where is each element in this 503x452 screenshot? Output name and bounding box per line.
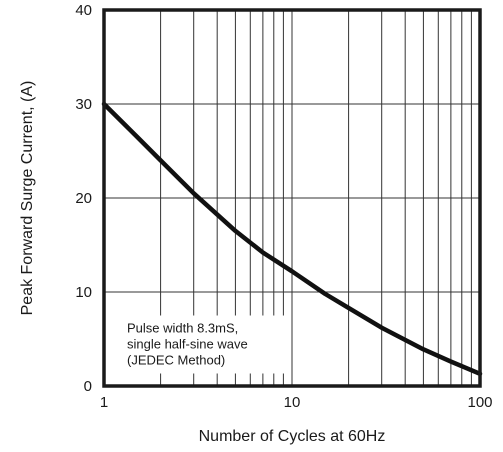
annotation-line: single half-sine wave [127, 337, 248, 352]
x-tick-label: 10 [284, 394, 301, 411]
y-axis-title: Peak Forward Surge Current, (A) [19, 81, 36, 316]
series-layer [101, 101, 483, 377]
y-tick-label: 40 [75, 2, 92, 19]
annotation-box [124, 315, 289, 374]
data-point [159, 159, 162, 162]
annotation-line: (JEDEC Method) [127, 353, 225, 368]
tick-labels: 1 10 100 0 10 20 30 40 [75, 2, 492, 411]
y-tick-label: 0 [84, 378, 92, 395]
data-point [347, 306, 350, 309]
plot-frame [102, 8, 482, 388]
x-axis-title: Number of Cycles at 60Hz [199, 428, 386, 445]
data-point [234, 229, 237, 232]
y-tick-label: 10 [75, 284, 92, 301]
x-tick-label: 1 [100, 394, 108, 411]
x-tick-label: 100 [467, 394, 492, 411]
data-point [449, 360, 452, 363]
data-point [192, 192, 195, 195]
annotation: Pulse width 8.3mS,single half-sine wave(… [124, 315, 289, 374]
annotation-line: Pulse width 8.3mS, [127, 321, 238, 336]
y-tick-label: 20 [75, 190, 92, 207]
data-point [261, 251, 264, 254]
surge-current-curve [101, 101, 483, 377]
data-point [324, 292, 327, 295]
y-tick-label: 30 [75, 96, 92, 113]
data-point [291, 270, 294, 273]
grid [104, 10, 480, 386]
data-point [136, 135, 139, 138]
data-point [380, 326, 383, 329]
data-point [422, 348, 425, 351]
